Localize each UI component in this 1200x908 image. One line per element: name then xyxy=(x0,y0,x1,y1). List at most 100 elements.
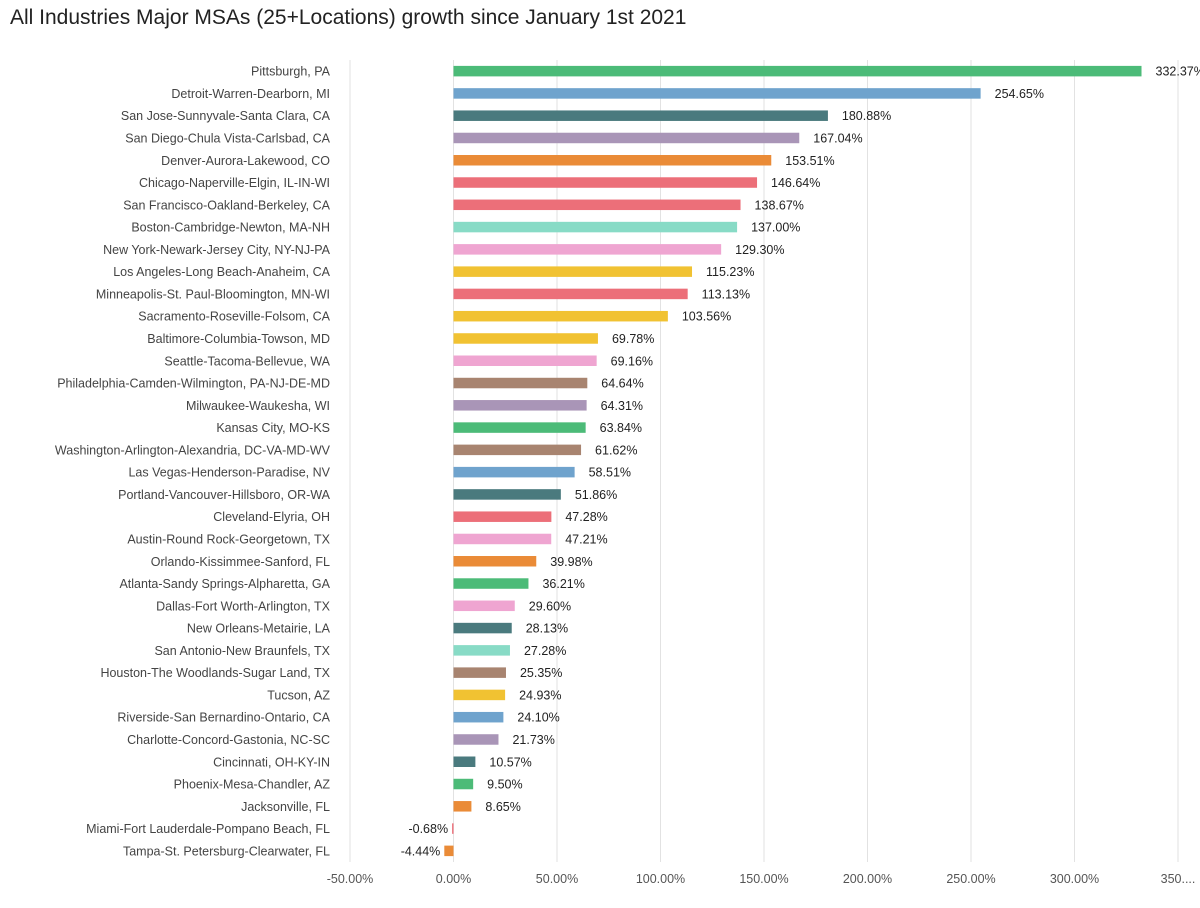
bar xyxy=(453,756,476,767)
value-label: 64.64% xyxy=(601,377,643,391)
value-label: 63.84% xyxy=(600,421,642,435)
bar xyxy=(453,711,504,723)
category-label: Orlando-Kissimmee-Sanford, FL xyxy=(151,555,330,569)
bar xyxy=(453,288,688,300)
category-label: Dallas-Fort Worth-Arlington, TX xyxy=(156,599,331,613)
category-label: Pittsburgh, PA xyxy=(251,65,331,79)
bar xyxy=(453,266,693,277)
value-label: 69.16% xyxy=(611,354,653,368)
value-label: 25.35% xyxy=(520,666,562,680)
value-label: 254.65% xyxy=(995,87,1044,101)
category-label: Tucson, AZ xyxy=(267,688,330,702)
value-label: 113.13% xyxy=(702,287,750,301)
bar xyxy=(453,734,499,745)
grid-lines xyxy=(349,60,1179,862)
x-tick-label: 50.00% xyxy=(536,872,578,886)
category-label: Jacksonville, FL xyxy=(241,800,330,814)
category-label: Minneapolis-St. Paul-Bloomington, MN-WI xyxy=(96,287,330,301)
bar xyxy=(452,823,454,834)
category-label: Austin-Round Rock-Georgetown, TX xyxy=(127,532,330,546)
category-label: San Diego-Chula Vista-Carlsbad, CA xyxy=(125,131,330,145)
bar xyxy=(453,578,529,589)
bar xyxy=(453,177,758,188)
value-label: 9.50% xyxy=(487,778,522,792)
value-label: 28.13% xyxy=(526,622,568,636)
bar xyxy=(453,199,741,211)
value-label: 24.10% xyxy=(517,711,559,725)
bar xyxy=(453,533,552,545)
value-label: 47.21% xyxy=(565,532,607,546)
category-label: San Antonio-New Braunfels, TX xyxy=(154,644,330,658)
bar xyxy=(453,88,981,99)
category-label: Chicago-Naperville-Elgin, IL-IN-WI xyxy=(139,176,330,190)
category-label: Riverside-San Bernardino-Ontario, CA xyxy=(117,711,330,725)
category-label: Sacramento-Roseville-Folsom, CA xyxy=(138,310,330,324)
category-label: Portland-Vancouver-Hillsboro, OR-WA xyxy=(118,488,331,502)
bar xyxy=(453,556,537,567)
x-tick-label: 150.00% xyxy=(739,872,788,886)
value-label: 103.56% xyxy=(682,310,731,324)
x-tick-label: 100.00% xyxy=(636,872,685,886)
value-label: 29.60% xyxy=(529,599,571,613)
category-label: Cincinnati, OH-KY-IN xyxy=(213,755,330,769)
bar xyxy=(453,645,510,656)
category-label: San Jose-Sunnyvale-Santa Clara, CA xyxy=(121,109,331,123)
bar xyxy=(453,489,561,500)
value-label: 51.86% xyxy=(575,488,617,502)
value-label: 146.64% xyxy=(771,176,820,190)
category-label: Denver-Aurora-Lakewood, CO xyxy=(161,154,330,168)
category-label: Seattle-Tacoma-Bellevue, WA xyxy=(164,354,330,368)
value-label: 58.51% xyxy=(589,466,631,480)
category-label: San Francisco-Oakland-Berkeley, CA xyxy=(123,198,330,212)
category-label: Miami-Fort Lauderdale-Pompano Beach, FL xyxy=(86,822,330,836)
x-tick-label: 300.00% xyxy=(1050,872,1099,886)
bar xyxy=(453,801,472,812)
bar xyxy=(453,400,587,411)
category-label: Washington-Arlington-Alexandria, DC-VA-M… xyxy=(55,443,331,457)
value-labels: 332.37% 254.65% 180.88% 167.04% 153.51% 146.6… xyxy=(401,65,1200,859)
value-label: 8.65% xyxy=(485,800,520,814)
bar xyxy=(453,377,588,389)
category-label: New York-Newark-Jersey City, NY-NJ-PA xyxy=(103,243,331,257)
bar xyxy=(453,466,575,478)
value-label: 115.23% xyxy=(706,265,754,279)
category-label: Charlotte-Concord-Gastonia, NC-SC xyxy=(127,733,330,747)
value-label: 167.04% xyxy=(813,131,862,145)
value-label: 21.73% xyxy=(512,733,554,747)
bar xyxy=(453,600,515,612)
value-label: 61.62% xyxy=(595,443,637,457)
x-tick-label: -50.00% xyxy=(327,872,374,886)
category-label: Baltimore-Columbia-Towson, MD xyxy=(147,332,330,346)
bar xyxy=(453,132,800,144)
value-label: -0.68% xyxy=(408,822,448,836)
bar xyxy=(453,155,772,166)
category-label: Kansas City, MO-KS xyxy=(216,421,330,435)
x-tick-label: 250.00% xyxy=(946,872,995,886)
category-label: Philadelphia-Camden-Wilmington, PA-NJ-DE… xyxy=(57,377,330,391)
bar xyxy=(453,511,552,522)
x-tick-label: 350.... xyxy=(1161,872,1196,886)
value-label: 180.88% xyxy=(842,109,891,123)
category-label: Milwaukee-Waukesha, WI xyxy=(186,399,330,413)
category-label: Los Angeles-Long Beach-Anaheim, CA xyxy=(113,265,330,279)
bar xyxy=(444,845,454,857)
category-label: New Orleans-Metairie, LA xyxy=(187,622,331,636)
value-label: 137.00% xyxy=(751,221,800,235)
bar xyxy=(453,110,828,121)
x-axis-ticks: -50.00% 0.00% 50.00% 100.00% 150.00% 200.00% 2… xyxy=(327,872,1196,886)
chart-title: All Industries Major MSAs (25+Locations)… xyxy=(10,6,687,29)
bar xyxy=(453,355,597,366)
bars xyxy=(444,65,1142,857)
value-label: 24.93% xyxy=(519,688,561,702)
bar xyxy=(453,65,1142,77)
bar xyxy=(453,622,512,634)
category-label: Houston-The Woodlands-Sugar Land, TX xyxy=(100,666,330,680)
value-label: 153.51% xyxy=(785,154,834,168)
bar xyxy=(453,244,722,255)
bar xyxy=(453,778,474,790)
bar xyxy=(453,667,506,678)
category-label: Las Vegas-Henderson-Paradise, NV xyxy=(128,466,330,480)
value-label: 332.37% xyxy=(1156,65,1200,79)
value-label: 69.78% xyxy=(612,332,654,346)
value-label: -4.44% xyxy=(401,844,441,858)
